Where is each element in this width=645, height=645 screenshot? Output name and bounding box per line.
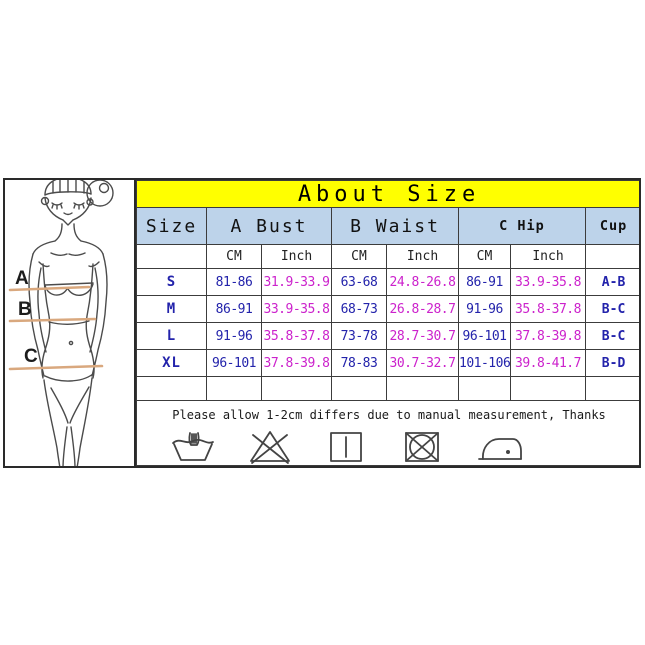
hip-measure-line — [8, 364, 104, 371]
line-dry-icon — [324, 430, 368, 464]
waist-cm-value: 78-83 — [331, 349, 387, 377]
measurement-lines — [8, 285, 104, 371]
waist-inch-value: 30.7-32.7 — [386, 349, 459, 377]
bust-label-a: A — [15, 268, 29, 289]
subheader-waist-inch: Inch — [386, 244, 459, 269]
subheader-bust-cm: CM — [206, 244, 262, 269]
measurement-figure-illustration: A B C — [5, 180, 136, 466]
waist-inch-value: 28.7-30.7 — [386, 322, 459, 350]
cup-value: B-C — [584, 295, 639, 323]
table-row-m: M 86-91 33.9-35.8 68-73 26.8-28.7 91-96 … — [136, 295, 639, 323]
empty-cell — [386, 376, 459, 401]
size-value: L — [136, 322, 207, 350]
subheader-hip-cm: CM — [458, 244, 511, 269]
hip-cm-value: 86-91 — [458, 268, 511, 296]
waist-inch-value: 26.8-28.7 — [386, 295, 459, 323]
table-row-s: S 81-86 31.9-33.9 63-68 24.8-26.8 86-91 … — [136, 268, 639, 296]
bust-inch-value: 33.9-35.8 — [261, 295, 332, 323]
bust-cm-value: 86-91 — [206, 295, 262, 323]
col-header-hip: C Hip — [458, 207, 586, 245]
empty-cell — [331, 376, 387, 401]
note-and-care-cell: Please allow 1-2cm differs due to manual… — [136, 400, 639, 466]
hip-inch-value: 37.8-39.8 — [510, 322, 586, 350]
waist-label-b: B — [18, 299, 32, 320]
iron-low-heat-icon — [477, 430, 523, 464]
hip-inch-value: 39.8-41.7 — [510, 349, 586, 377]
empty-cell — [584, 376, 639, 401]
hand-wash-icon — [171, 430, 215, 464]
bust-cm-value: 81-86 — [206, 268, 262, 296]
hip-cm-value: 96-101 — [458, 322, 511, 350]
waist-inch-value: 24.8-26.8 — [386, 268, 459, 296]
figure-line-art: A B C — [8, 180, 114, 466]
empty-cell — [458, 376, 511, 401]
waist-cm-value: 63-68 — [331, 268, 387, 296]
table-row-l: L 91-96 35.8-37.8 73-78 28.7-30.7 96-101… — [136, 322, 639, 350]
cup-value: B-C — [584, 322, 639, 350]
measurement-note: Please allow 1-2cm differs due to manual… — [172, 408, 606, 422]
size-value: XL — [136, 349, 207, 377]
subheader-hip-inch: Inch — [510, 244, 586, 269]
size-value: M — [136, 295, 207, 323]
care-icons-row — [138, 422, 639, 465]
do-not-bleach-icon — [248, 429, 292, 465]
do-not-tumble-dry-icon — [401, 430, 445, 464]
col-header-bust: A Bust — [206, 207, 332, 245]
waist-cm-value: 73-78 — [331, 322, 387, 350]
spacer-row — [136, 376, 639, 401]
figure-body-outline — [28, 180, 114, 466]
hip-inch-value: 33.9-35.8 — [510, 268, 586, 296]
cup-value: B-D — [584, 349, 639, 377]
col-header-waist: B Waist — [331, 207, 459, 245]
bust-cm-value: 96-101 — [206, 349, 262, 377]
bust-inch-value: 37.8-39.8 — [261, 349, 332, 377]
size-value: S — [136, 268, 207, 296]
hip-label-c: C — [24, 346, 38, 367]
waist-measure-line — [8, 317, 97, 323]
size-chart-panel: A B C About Size Size A Bust B Waist C H… — [3, 178, 641, 468]
subheader-waist-cm: CM — [331, 244, 387, 269]
size-table: About Size Size A Bust B Waist C Hip Cup… — [136, 180, 639, 466]
subheader-blank — [584, 244, 639, 269]
bust-inch-value: 31.9-33.9 — [261, 268, 332, 296]
col-header-cup: Cup — [584, 207, 639, 245]
cup-value: A-B — [584, 268, 639, 296]
empty-cell — [206, 376, 262, 401]
empty-cell — [510, 376, 586, 401]
waist-cm-value: 68-73 — [331, 295, 387, 323]
bust-measure-line — [8, 285, 91, 292]
hip-inch-value: 35.8-37.8 — [510, 295, 586, 323]
table-title: About Size — [136, 180, 639, 208]
subheader-blank — [136, 244, 207, 269]
size-table-container: About Size Size A Bust B Waist C Hip Cup… — [136, 180, 639, 466]
empty-cell — [136, 376, 207, 401]
col-header-size: Size — [136, 207, 207, 245]
hip-cm-value: 101-106 — [458, 349, 511, 377]
bust-inch-value: 35.8-37.8 — [261, 322, 332, 350]
table-row-xl: XL 96-101 37.8-39.8 78-83 30.7-32.7 101-… — [136, 349, 639, 377]
subheader-bust-inch: Inch — [261, 244, 332, 269]
empty-cell — [261, 376, 332, 401]
hip-cm-value: 91-96 — [458, 295, 511, 323]
bust-cm-value: 91-96 — [206, 322, 262, 350]
